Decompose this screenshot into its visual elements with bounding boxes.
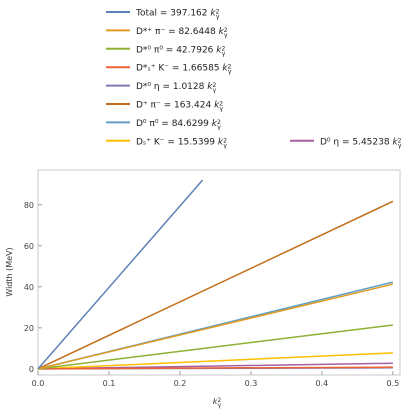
y-tick-label: 60	[24, 242, 34, 251]
x-tick-label: 0.2	[174, 379, 187, 388]
legend-item-2: D*⁰ π⁰ = 42.7926 k2 γ	[106, 45, 226, 57]
legend-label: D*⁺ π⁻ = 82.6448 k2 γ	[136, 27, 228, 39]
legend-label: D*⁰ η = 1.0128 k2 γ	[136, 82, 217, 94]
legend-label: D⁰ π⁰ = 84.6299 k2 γ	[136, 119, 221, 131]
legend-item-7: Dₛ⁺ K⁻ = 15.5399 k2 γ	[106, 137, 227, 149]
y-tick-label: 20	[24, 324, 34, 333]
legend-item-8: D⁰ η = 5.45238 k2 γ	[290, 137, 402, 149]
series-lines	[37, 179, 394, 370]
legend-item-5: D⁺ π⁻ = 163.424 k2 γ	[106, 100, 224, 113]
series-line-1	[37, 283, 394, 370]
y-axis-label: Width (MeV)	[5, 247, 14, 296]
legend-item-4: D*⁰ η = 1.0128 k2 γ	[106, 82, 217, 94]
series-line-7	[37, 352, 393, 370]
legend-label: D⁰ η = 5.45238 k2 γ	[320, 137, 402, 149]
legend-label: Dₛ⁺ K⁻ = 15.5399 k2 γ	[136, 137, 227, 149]
x-axis-label: k2 γ	[213, 397, 222, 409]
legend-label: D*ₛ⁺ K⁻ = 1.66585 k2 γ	[136, 63, 232, 75]
series-line-3	[37, 366, 393, 370]
x-tick-label: 0.1	[103, 379, 116, 388]
series-line-5	[37, 200, 394, 370]
series-line-0	[37, 179, 204, 370]
y-tick-label: 0	[29, 365, 34, 374]
plot-frame	[37, 169, 401, 376]
plot-area: 0.0 0.1 0.2 0.3 0.4 0.5 0 20 40 60 80	[24, 169, 401, 388]
x-tick-label: 0.3	[245, 379, 258, 388]
axis-ticks: 0.0 0.1 0.2 0.3 0.4 0.5 0 20 40 60 80	[24, 201, 399, 388]
y-tick-label: 40	[24, 283, 34, 292]
legend-label: D⁺ π⁻ = 163.424 k2 γ	[136, 100, 224, 112]
x-tick-label: 0.4	[316, 379, 329, 388]
x-tick-label: 0.5	[387, 379, 400, 388]
legend-item-0: Total = 397.162 k2 γ	[106, 8, 220, 21]
legend-item-1: D*⁺ π⁻ = 82.6448 k2 γ	[106, 27, 228, 39]
series-line-2	[37, 324, 393, 370]
legend-label: Total = 397.162 k2 γ	[135, 8, 220, 20]
legend-item-3: D*ₛ⁺ K⁻ = 1.66585 k2 γ	[106, 63, 232, 76]
legend: Total = 397.162 k2 γ D*⁺ π⁻ = 82.6448 k2 γ D…	[106, 8, 402, 149]
y-tick-label: 80	[24, 201, 34, 210]
legend-item-6: D⁰ π⁰ = 84.6299 k2 γ	[106, 119, 221, 131]
x-tick-label: 0.0	[32, 379, 45, 388]
legend-label: D*⁰ π⁰ = 42.7926 k2 γ	[136, 45, 226, 57]
